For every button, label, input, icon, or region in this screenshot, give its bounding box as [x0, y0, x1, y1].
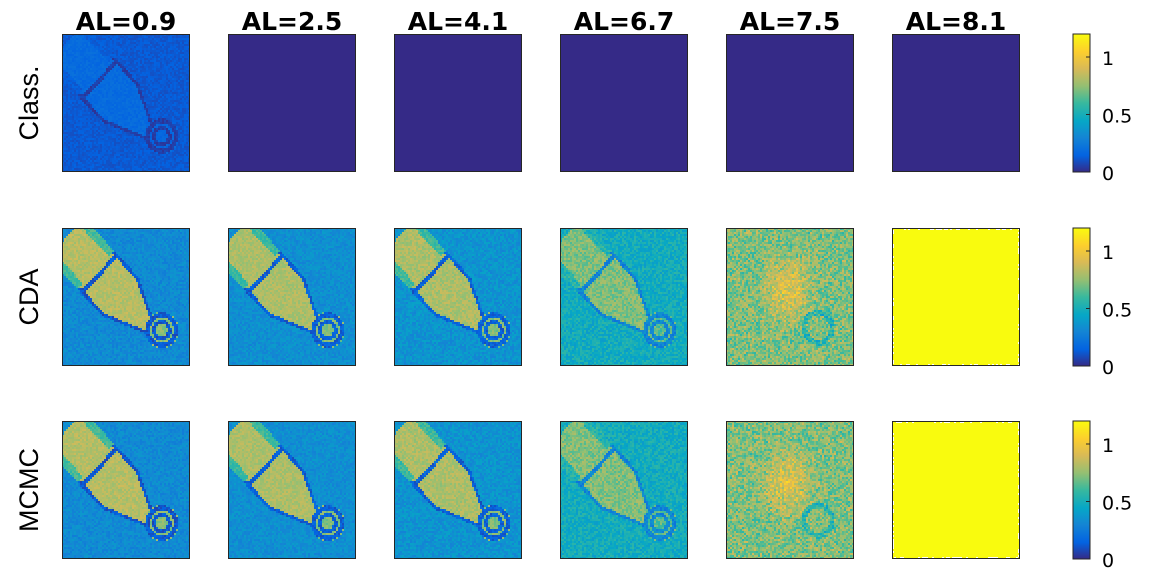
panel-image-cda-6	[892, 228, 1020, 366]
panel-image-class-5	[726, 34, 854, 172]
panel-frame	[560, 228, 688, 366]
column-title-al-4-1: AL=4.1	[408, 7, 509, 36]
colorbar-1	[1072, 33, 1091, 173]
column-title-al-2-5: AL=2.5	[242, 7, 343, 36]
panel-frame	[560, 34, 688, 172]
panel-frame	[394, 34, 522, 172]
colorbar-tick-label: 1	[1102, 48, 1114, 70]
panel-image-class-3	[394, 34, 522, 172]
colorbar-tick-label: 0	[1102, 357, 1114, 379]
panel-frame	[62, 228, 190, 366]
panel-image-mcmc-1	[62, 421, 190, 559]
column-title-al-6-7: AL=6.7	[574, 7, 675, 36]
panel-image-cda-4	[560, 228, 688, 366]
panel-image-class-2	[228, 34, 356, 172]
panel-frame	[726, 34, 854, 172]
panel-frame	[892, 228, 1020, 366]
panel-frame	[228, 421, 356, 559]
panel-frame	[726, 421, 854, 559]
panel-image-cda-2	[228, 228, 356, 366]
panel-frame	[228, 34, 356, 172]
panel-frame	[892, 421, 1020, 559]
panel-frame	[394, 421, 522, 559]
row-label-class: Class.	[14, 65, 44, 140]
colorbar-tick-label: 0	[1102, 163, 1114, 185]
panel-image-class-6	[892, 34, 1020, 172]
panel-image-cda-3	[394, 228, 522, 366]
panel-frame	[892, 34, 1020, 172]
panel-image-mcmc-3	[394, 421, 522, 559]
column-title-al-0-9: AL=0.9	[76, 7, 177, 36]
colorbar-tick-label: 0	[1102, 550, 1114, 572]
colorbar-tick-label: 1	[1102, 242, 1114, 264]
colorbar-tick-label: 0.5	[1102, 106, 1132, 128]
panel-frame	[394, 228, 522, 366]
panel-image-cda-5	[726, 228, 854, 366]
row-label-cda: CDA	[14, 268, 44, 325]
panel-image-mcmc-2	[228, 421, 356, 559]
colorbar-2	[1072, 227, 1091, 367]
panel-grid	[62, 34, 1020, 559]
panel-image-mcmc-5	[726, 421, 854, 559]
panel-image-class-4	[560, 34, 688, 172]
column-title-al-7-5: AL=7.5	[740, 7, 841, 36]
panel-frame	[228, 228, 356, 366]
colorbar-3	[1072, 420, 1091, 560]
panel-frame	[560, 421, 688, 559]
colorbar-tick-label: 1	[1102, 435, 1114, 457]
column-title-al-8-1: AL=8.1	[906, 7, 1007, 36]
colorbar-tick-label: 0.5	[1102, 493, 1132, 515]
panel-frame	[726, 228, 854, 366]
panel-image-mcmc-4	[560, 421, 688, 559]
panel-frame	[62, 34, 190, 172]
colorbar-group: 0 0.5 1 0 0.5 1 0 0.5 1	[1072, 33, 1132, 572]
colorbar-tick-label: 0.5	[1102, 300, 1132, 322]
row-label-mcmc: MCMC	[14, 448, 44, 532]
panel-image-cda-1	[62, 228, 190, 366]
panel-image-class-1	[62, 34, 190, 172]
panel-image-mcmc-6	[892, 421, 1020, 559]
panel-frame	[62, 421, 190, 559]
